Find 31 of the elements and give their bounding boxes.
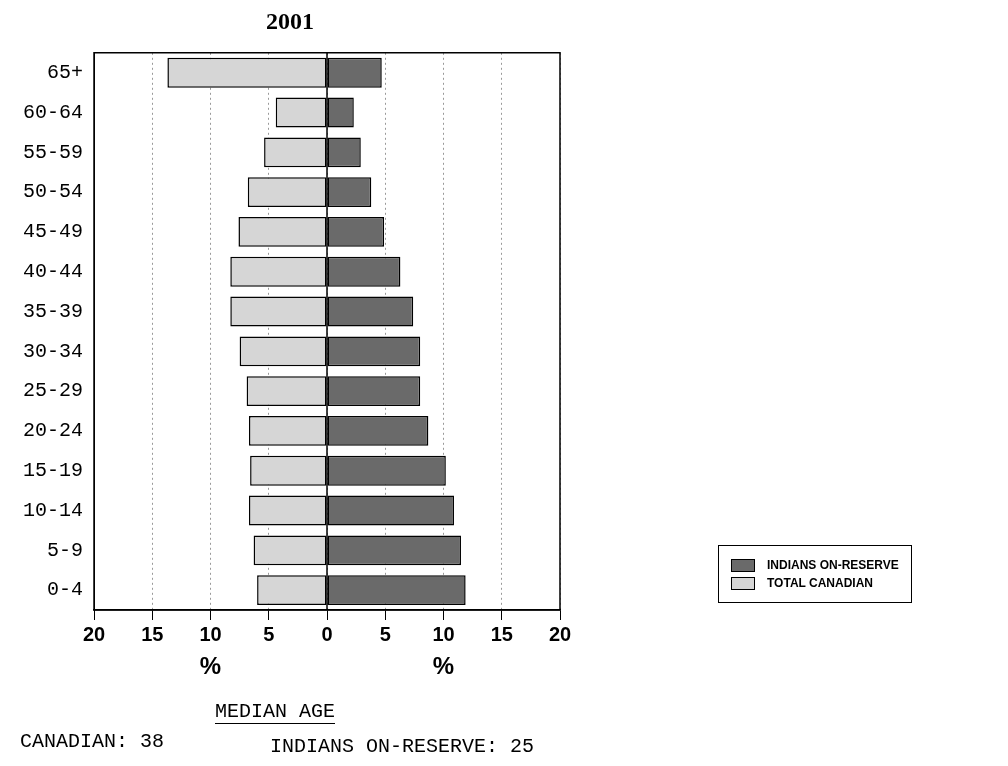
y-tick-label: 40-44 bbox=[22, 260, 84, 283]
text: INDIANS ON-RESERVE: 25 bbox=[270, 735, 535, 758]
y-tick-label: 45-49 bbox=[22, 220, 84, 244]
text: CANADIAN: 38 bbox=[20, 730, 165, 753]
x-tick-label: 15 bbox=[141, 622, 164, 645]
chart-title: 2001 bbox=[266, 7, 314, 34]
legend-label: TOTAL CANADIAN bbox=[767, 576, 873, 590]
y-tick-label: 50-54 bbox=[22, 180, 84, 204]
x-tick-label: 0 bbox=[321, 622, 333, 645]
y-tick-label: 30-34 bbox=[22, 339, 84, 363]
x-tick-label: 10 bbox=[199, 622, 222, 645]
text: % bbox=[432, 651, 455, 679]
y-tick-label: 15-19 bbox=[22, 459, 84, 482]
y-tick-label: 5-9 bbox=[46, 538, 84, 562]
y-tick-label: 25-29 bbox=[22, 379, 84, 403]
x-tick-label: 20 bbox=[548, 622, 572, 645]
x-tick-label: 10 bbox=[432, 622, 455, 645]
y-tick-label: 55-59 bbox=[22, 140, 84, 164]
x-tick-label: 5 bbox=[263, 622, 275, 645]
x-axis-title: % bbox=[199, 651, 222, 679]
x-tick-label: 20 bbox=[82, 622, 106, 645]
x-tick-label: 5 bbox=[379, 622, 391, 645]
y-tick-label: 65+ bbox=[46, 61, 84, 84]
y-tick-label: 10-14 bbox=[22, 498, 84, 522]
y-tick-label: 20-24 bbox=[22, 419, 84, 443]
legend-label: INDIANS ON-RESERVE bbox=[767, 558, 899, 572]
y-tick-label: 0-4 bbox=[46, 578, 84, 602]
x-tick-label: 15 bbox=[490, 622, 513, 645]
y-tick-label: 35-39 bbox=[22, 299, 84, 323]
y-tick-label: 60-64 bbox=[22, 100, 84, 124]
text: MEDIAN AGE bbox=[215, 700, 336, 724]
